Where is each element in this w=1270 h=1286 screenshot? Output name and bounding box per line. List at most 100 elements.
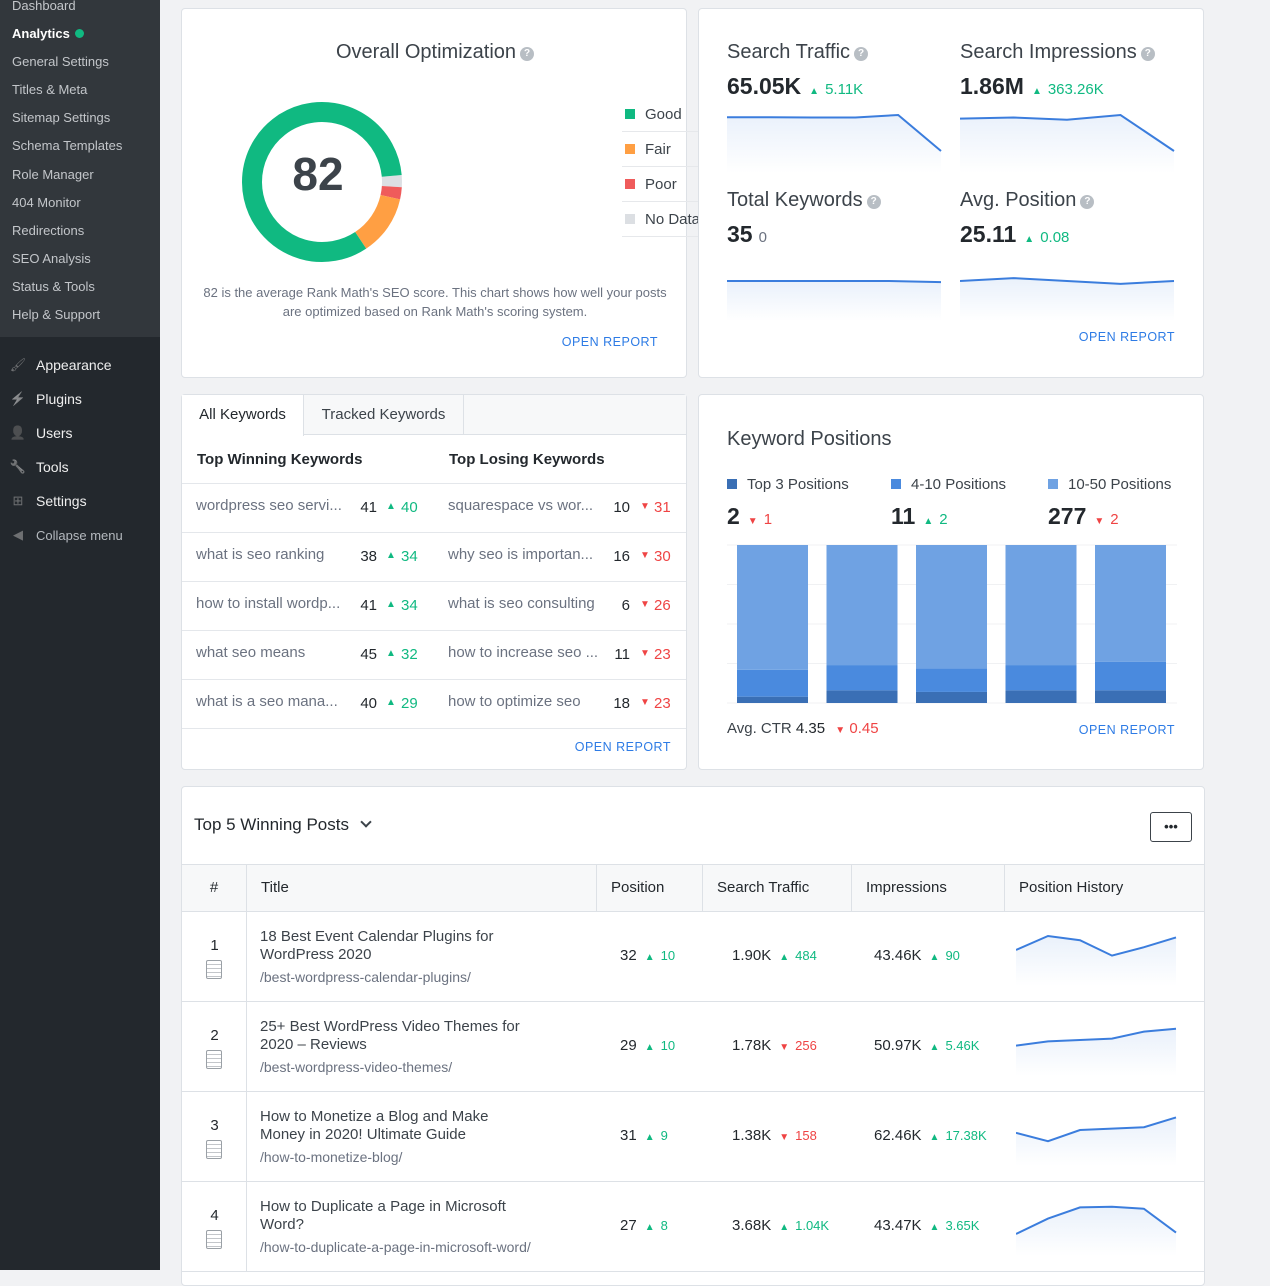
position-count: 11 <box>891 503 915 529</box>
help-icon[interactable]: ? <box>867 195 881 209</box>
page-icon <box>206 960 222 979</box>
submenu-item-label: Dashboard <box>12 0 76 13</box>
menu-item-settings[interactable]: ⊞Settings <box>0 484 160 518</box>
arrow-down-icon: ▼ <box>640 550 650 561</box>
active-dot-icon <box>75 29 84 38</box>
winning-keyword[interactable]: what seo means <box>196 644 305 661</box>
help-icon[interactable]: ? <box>854 47 868 61</box>
open-report-link[interactable]: OPEN REPORT <box>1079 723 1175 737</box>
keyword-change: 29 <box>401 695 418 712</box>
submenu-item[interactable]: Titles & Meta <box>0 76 160 104</box>
metric-cell: 3.68K▲1.04K <box>732 1217 829 1234</box>
posts-filter-dropdown[interactable]: Top 5 Winning Posts <box>194 815 370 835</box>
arrow-down-icon: ▼ <box>640 599 650 610</box>
winning-keyword[interactable]: what is a seo mana... <box>196 693 338 710</box>
submenu-item[interactable]: Role Manager <box>0 161 160 189</box>
losing-keyword[interactable]: what is seo consulting <box>448 595 595 612</box>
legend-label: 4-10 Positions <box>911 476 1006 493</box>
column-header[interactable]: Position <box>597 865 703 911</box>
open-report-link[interactable]: OPEN REPORT <box>575 740 671 754</box>
bar-3-segment-3 <box>916 545 987 668</box>
open-report-link[interactable]: OPEN REPORT <box>1079 330 1175 344</box>
plugin-icon: ⚡ <box>0 391 36 407</box>
tab-all-keywords[interactable]: All Keywords <box>182 395 304 436</box>
submenu-item-label: Titles & Meta <box>12 82 87 97</box>
column-header[interactable]: Position History <box>1005 865 1204 911</box>
help-icon[interactable]: ? <box>1080 195 1094 209</box>
arrow-up-icon: ▲ <box>923 516 933 527</box>
arrow-down-icon: ▼ <box>640 697 650 708</box>
arrow-up-icon: ▲ <box>386 501 396 512</box>
winning-keyword[interactable]: what is seo ranking <box>196 546 324 563</box>
submenu-item[interactable]: General Settings <box>0 48 160 76</box>
post-url: /best-wordpress-calendar-plugins/ <box>260 969 471 985</box>
open-report-link[interactable]: OPEN REPORT <box>562 335 658 349</box>
stat-sparkline <box>960 111 1175 173</box>
post-title-link[interactable]: How to Duplicate a Page in Microsoft Wor… <box>260 1198 530 1234</box>
help-icon[interactable]: ? <box>1141 47 1155 61</box>
arrow-up-icon: ▲ <box>386 550 396 561</box>
arrow-up-icon: ▲ <box>1024 234 1034 245</box>
losing-keyword[interactable]: squarespace vs wor... <box>448 497 593 514</box>
arrow-down-icon: ▼ <box>748 516 758 527</box>
keyword-position: 40 <box>358 695 377 712</box>
menu-item-collapse-menu[interactable]: ◀Collapse menu <box>0 518 160 552</box>
column-header[interactable]: Impressions <box>852 865 1005 911</box>
submenu-item[interactable]: Schema Templates <box>0 132 160 160</box>
post-title-link[interactable]: 18 Best Event Calendar Plugins for WordP… <box>260 928 530 964</box>
winning-keyword[interactable]: how to install wordp... <box>196 595 340 612</box>
menu-item-label: Appearance <box>36 357 112 373</box>
position-count: 2 <box>727 503 740 529</box>
keyword-change: 31 <box>654 499 671 516</box>
losing-keyword[interactable]: how to increase seo ... <box>448 644 598 661</box>
posts-title: Top 5 Winning Posts <box>194 815 349 834</box>
arrow-down-icon: ▼ <box>1094 516 1104 527</box>
losing-keyword[interactable]: why seo is importan... <box>448 546 593 563</box>
post-title-link[interactable]: 25+ Best WordPress Video Themes for 2020… <box>260 1018 530 1054</box>
submenu-item[interactable]: SEO Analysis <box>0 245 160 273</box>
collapse-icon: ◀ <box>0 527 36 543</box>
column-header[interactable]: # <box>182 865 247 911</box>
losing-keyword[interactable]: how to optimize seo <box>448 693 581 710</box>
submenu-item[interactable]: Sitemap Settings <box>0 104 160 132</box>
metric-value: 3.68K <box>732 1217 771 1234</box>
submenu-item[interactable]: Status & Tools <box>0 273 160 301</box>
arrow-up-icon: ▲ <box>779 952 789 963</box>
column-header[interactable]: Search Traffic <box>703 865 852 911</box>
help-icon[interactable]: ? <box>520 47 534 61</box>
menu-item-label: Users <box>36 425 73 441</box>
submenu-item[interactable]: Redirections <box>0 217 160 245</box>
submenu-item[interactable]: Help & Support <box>0 301 160 329</box>
metric-value: 50.97K <box>874 1037 922 1054</box>
post-title-link[interactable]: How to Monetize a Blog and Make Money in… <box>260 1108 530 1144</box>
winning-keyword[interactable]: wordpress seo servi... <box>196 497 342 514</box>
metric-value: 1.38K <box>732 1127 771 1144</box>
submenu-item[interactable]: 404 Monitor <box>0 189 160 217</box>
submenu-item-label: Status & Tools <box>12 279 95 294</box>
bar-1-segment-1 <box>737 697 808 703</box>
keyword-change: 30 <box>654 548 671 565</box>
metric-value: 31 <box>620 1127 637 1144</box>
keyword-position: 41 <box>358 499 377 516</box>
tab-tracked-keywords[interactable]: Tracked Keywords <box>304 395 464 435</box>
menu-item-tools[interactable]: 🔧Tools <box>0 450 160 484</box>
column-header[interactable]: Title <box>247 865 597 911</box>
metric-value: 43.46K <box>874 947 922 964</box>
legend-swatch <box>1048 479 1058 489</box>
stat-sparkline <box>960 259 1175 321</box>
bar-2-segment-2 <box>827 665 898 690</box>
menu-item-appearance[interactable]: 🖌Appearance <box>0 348 160 382</box>
submenu-item[interactable]: Dashboard <box>0 0 160 20</box>
menu-item-label: Settings <box>36 493 87 509</box>
menu-item-users[interactable]: 👤Users <box>0 416 160 450</box>
more-options-button[interactable]: ••• <box>1150 812 1192 842</box>
arrow-up-icon: ▲ <box>779 1222 789 1233</box>
metric-change: 484 <box>795 948 817 963</box>
menu-item-plugins[interactable]: ⚡Plugins <box>0 382 160 416</box>
arrow-down-icon: ▼ <box>640 501 650 512</box>
submenu-item[interactable]: Analytics <box>0 20 160 48</box>
